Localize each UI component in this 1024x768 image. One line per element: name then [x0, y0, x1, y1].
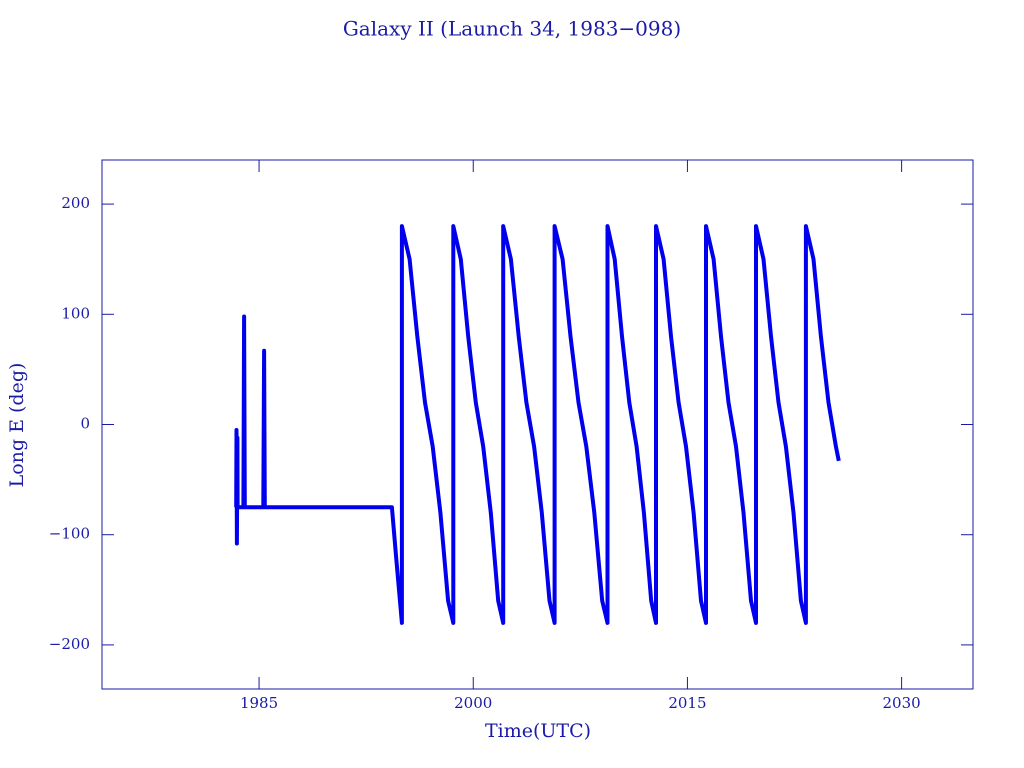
- x-axis-label: Time(UTC): [485, 720, 591, 742]
- y-tick-label: −200: [49, 635, 90, 653]
- y-tick-label: −100: [49, 525, 90, 543]
- y-tick-label: 100: [61, 304, 90, 322]
- x-tick-label: 2030: [883, 694, 921, 712]
- y-axis-label: Long E (deg): [6, 363, 28, 488]
- y-tick-label: 0: [80, 415, 90, 433]
- x-tick-label: 2000: [454, 694, 492, 712]
- x-tick-label: 2015: [668, 694, 706, 712]
- y-tick-label: 200: [61, 194, 90, 212]
- series-line: [234, 224, 841, 625]
- x-tick-label: 1985: [240, 694, 278, 712]
- chart-title: Galaxy II (Launch 34, 1983−098): [343, 17, 681, 41]
- plot-frame: [101, 159, 974, 690]
